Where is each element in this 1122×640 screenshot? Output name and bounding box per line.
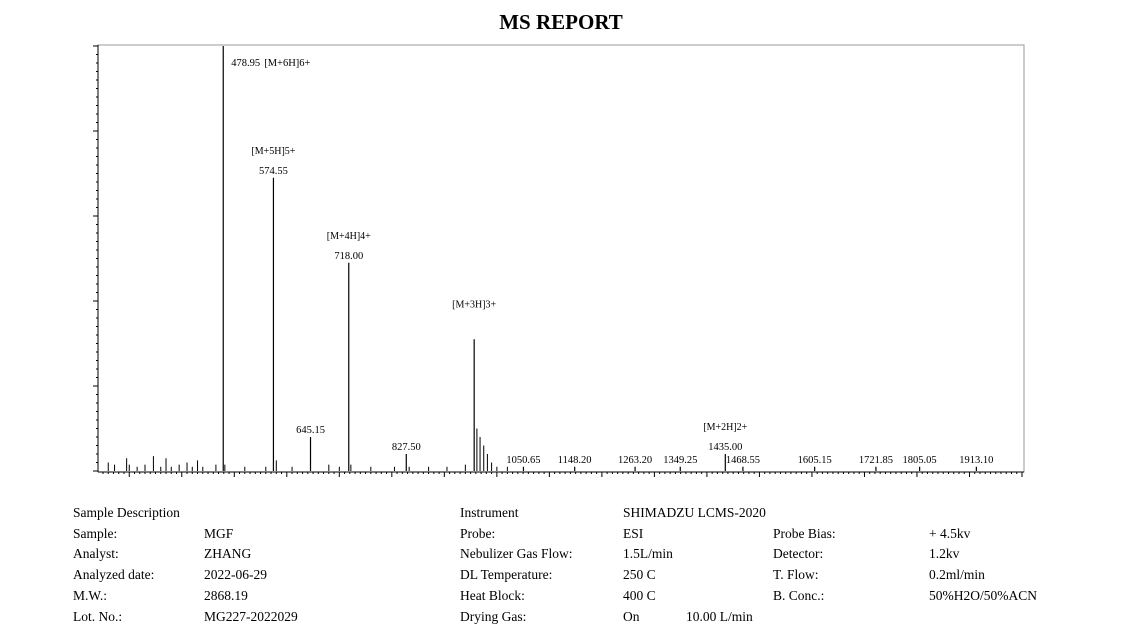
peak-mz-label: 1468.55: [726, 455, 760, 466]
peak-mz-label: 1263.20: [618, 455, 652, 466]
heat-block-label: Heat Block:: [460, 588, 525, 603]
peak-mz-label: 1913.10: [959, 455, 993, 466]
peak-mz-label: 1050.65: [506, 455, 540, 466]
spectrum-chart: 478.95 [M+6H]6+ 574.55 [M+5H]5+ 645.15 718.00…: [93, 44, 1025, 477]
peak-mz-label: 1148.20: [558, 455, 592, 466]
detector-value: 1.2kv: [929, 546, 960, 561]
peak-mz-label: 645.15: [296, 425, 325, 436]
peak-mz-label: 1605.15: [798, 455, 832, 466]
peak-ion-label: [M+4H]4+: [327, 231, 371, 242]
chart-axes: [93, 44, 1025, 477]
t-flow-label: T. Flow:: [773, 567, 819, 582]
probe-bias-value: + 4.5kv: [929, 526, 971, 541]
probe-value: ESI: [623, 526, 644, 541]
peak-mz-label: 478.95: [231, 58, 260, 69]
peak-ion-label: [M+5H]5+: [251, 146, 295, 157]
probe-bias-label: Probe Bias:: [773, 526, 836, 541]
instrument-name: SHIMADZU LCMS-2020: [623, 505, 766, 520]
detector-label: Detector:: [773, 546, 824, 561]
peak-ion-label: [M+6H]6+: [264, 58, 310, 69]
peak-ion-label: [M+3H]3+: [452, 299, 496, 310]
dl-temp-value: 250 C: [623, 567, 656, 582]
instrument-heading: Instrument: [460, 505, 519, 520]
drying-gas-flow: 10.00 L/min: [686, 609, 753, 624]
mw-value: 2868.19: [204, 588, 248, 603]
lot-label: Lot. No.:: [73, 609, 123, 624]
sample-label: Sample:: [73, 526, 118, 541]
dl-temp-label: DL Temperature:: [460, 567, 553, 582]
peak-mz-label: 574.55: [259, 166, 288, 177]
peak-mz-label: 827.50: [392, 442, 421, 453]
mw-label: M.W.:: [73, 588, 108, 603]
peak-mz-label: 1721.85: [859, 455, 893, 466]
peak-mz-label: 1805.05: [903, 455, 937, 466]
drying-gas-label: Drying Gas:: [460, 609, 527, 624]
peak-mz-label: 1435.00: [708, 442, 742, 453]
probe-label: Probe:: [460, 526, 496, 541]
sample-heading: Sample Description: [73, 505, 180, 520]
nebulizer-label: Nebulizer Gas Flow:: [460, 546, 573, 561]
lot-value: MG227-2022029: [204, 609, 298, 624]
minor-peaks: [107, 428, 508, 471]
peak-mz-label: 1349.25: [663, 455, 697, 466]
peak-ion-label: [M+2H]2+: [703, 422, 747, 433]
analyst-value: ZHANG: [204, 546, 252, 561]
date-value: 2022-06-29: [204, 567, 267, 582]
report-title: MS REPORT: [499, 10, 623, 34]
t-flow-value: 0.2ml/min: [929, 567, 985, 582]
sample-value: MGF: [204, 526, 234, 541]
peak-labels: 478.95 [M+6H]6+ 574.55 [M+5H]5+ 645.15 718.00…: [231, 58, 993, 466]
date-label: Analyzed date:: [73, 567, 155, 582]
major-peaks: [222, 46, 977, 471]
plot-frame: [97, 44, 1025, 473]
peak-mz-label: 718.00: [334, 251, 363, 262]
drying-gas-value: On: [623, 609, 640, 624]
heat-block-value: 400 C: [623, 588, 656, 603]
b-conc-label: B. Conc.:: [773, 588, 825, 603]
nebulizer-value: 1.5L/min: [623, 546, 673, 561]
analyst-label: Analyst:: [73, 546, 119, 561]
b-conc-value: 50%H2O/50%ACN: [929, 588, 1037, 603]
